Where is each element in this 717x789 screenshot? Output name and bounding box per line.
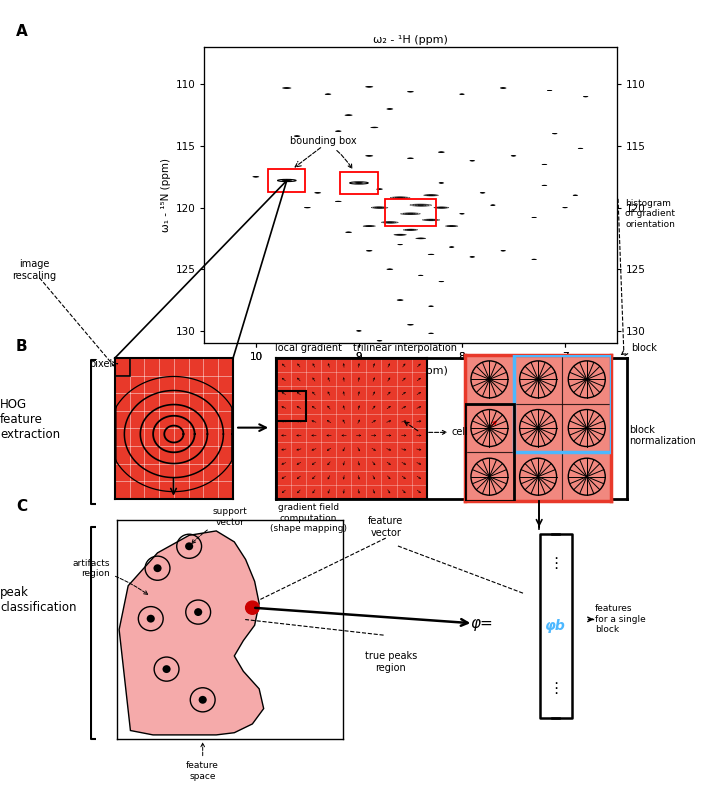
Bar [465, 404, 514, 452]
X-axis label: ω₂ - ¹H (ppm): ω₂ - ¹H (ppm) [373, 366, 448, 376]
Circle shape [147, 615, 155, 623]
Bar [514, 452, 562, 501]
Bar [465, 404, 514, 501]
Text: image
rescaling: image rescaling [12, 259, 57, 281]
Circle shape [194, 608, 202, 616]
Y-axis label: ω₁ - ¹⁵N (ppm): ω₁ - ¹⁵N (ppm) [161, 159, 171, 232]
Bar [341, 172, 377, 194]
Text: ⋮: ⋮ [548, 555, 564, 570]
Bar [465, 452, 514, 501]
Bar [276, 391, 306, 421]
Text: feature
space: feature space [186, 743, 219, 780]
Text: bounding box: bounding box [290, 136, 356, 168]
Text: cell: cell [452, 428, 469, 437]
Text: pixel: pixel [90, 359, 113, 368]
Text: ⋮: ⋮ [548, 681, 564, 696]
Circle shape [199, 696, 206, 704]
Text: support
vector: support vector [192, 507, 247, 544]
Text: artifacts
region: artifacts region [72, 559, 148, 594]
Bar [465, 355, 514, 404]
Text: φ=: φ= [470, 615, 493, 631]
Text: histogram
of gradient
orientation: histogram of gradient orientation [625, 199, 675, 229]
Bar [268, 170, 305, 192]
Bar [514, 355, 562, 404]
Text: local gradient: local gradient [275, 342, 342, 353]
Circle shape [185, 542, 193, 550]
Text: block
normalization: block normalization [630, 424, 696, 447]
Circle shape [246, 601, 259, 615]
Text: C: C [16, 499, 27, 514]
Text: A: A [16, 24, 27, 39]
Bar [514, 404, 562, 452]
Bar [562, 404, 611, 452]
Bar [562, 355, 611, 404]
Text: φb: φb [546, 619, 566, 633]
Bar [115, 358, 130, 376]
Text: feature
vector: feature vector [368, 517, 404, 538]
X-axis label: ω₂ - ¹H (ppm): ω₂ - ¹H (ppm) [373, 36, 448, 45]
Bar [514, 355, 611, 452]
Text: HOG
feature
extraction: HOG feature extraction [0, 398, 60, 441]
Text: features
for a single
block: features for a single block [595, 604, 646, 634]
Circle shape [153, 564, 161, 572]
Bar [385, 199, 436, 226]
Text: trilinear interpolation: trilinear interpolation [353, 342, 457, 353]
Circle shape [163, 665, 171, 673]
Polygon shape [119, 531, 264, 735]
Text: block: block [631, 343, 657, 353]
Text: B: B [16, 339, 27, 354]
Text: gradient field
computation
(shape mapping): gradient field computation (shape mappin… [270, 503, 347, 533]
Text: true peaks
region: true peaks region [365, 651, 417, 672]
Text: peak
classification: peak classification [0, 585, 77, 614]
Bar [562, 452, 611, 501]
